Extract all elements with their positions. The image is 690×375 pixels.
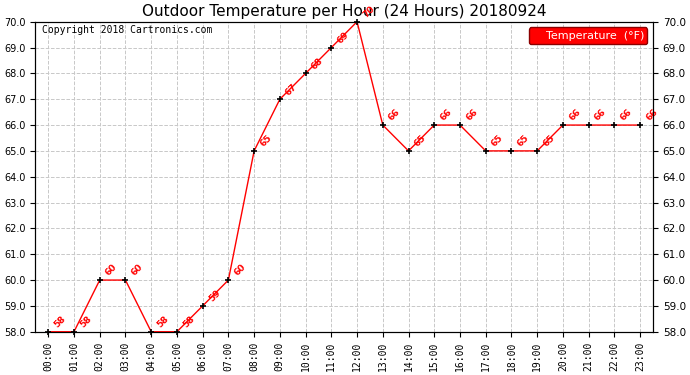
- Text: 68: 68: [310, 56, 325, 71]
- Text: 65: 65: [490, 134, 505, 149]
- Text: 66: 66: [438, 108, 453, 123]
- Text: 67: 67: [284, 82, 299, 97]
- Text: 60: 60: [130, 263, 145, 278]
- Text: 60: 60: [233, 263, 248, 278]
- Text: 58: 58: [52, 314, 68, 330]
- Text: 66: 66: [464, 108, 480, 123]
- Title: Outdoor Temperature per Hour (24 Hours) 20180924: Outdoor Temperature per Hour (24 Hours) …: [142, 4, 546, 19]
- Text: 65: 65: [515, 134, 531, 149]
- Text: 58: 58: [181, 314, 196, 330]
- Text: 66: 66: [618, 108, 633, 123]
- Text: 65: 65: [413, 134, 428, 149]
- Text: 66: 66: [387, 108, 402, 123]
- Text: 59: 59: [207, 288, 222, 304]
- Text: 69: 69: [335, 30, 351, 45]
- Text: 60: 60: [104, 263, 119, 278]
- Text: 58: 58: [155, 314, 170, 330]
- Text: 70: 70: [362, 4, 377, 20]
- Legend: Temperature  (°F): Temperature (°F): [529, 27, 647, 44]
- Text: 66: 66: [567, 108, 582, 123]
- Text: Copyright 2018 Cartronics.com: Copyright 2018 Cartronics.com: [41, 25, 212, 35]
- Text: 65: 65: [542, 134, 557, 149]
- Text: 66: 66: [593, 108, 608, 123]
- Text: 65: 65: [258, 134, 273, 149]
- Text: 66: 66: [644, 108, 660, 123]
- Text: 58: 58: [78, 314, 93, 330]
